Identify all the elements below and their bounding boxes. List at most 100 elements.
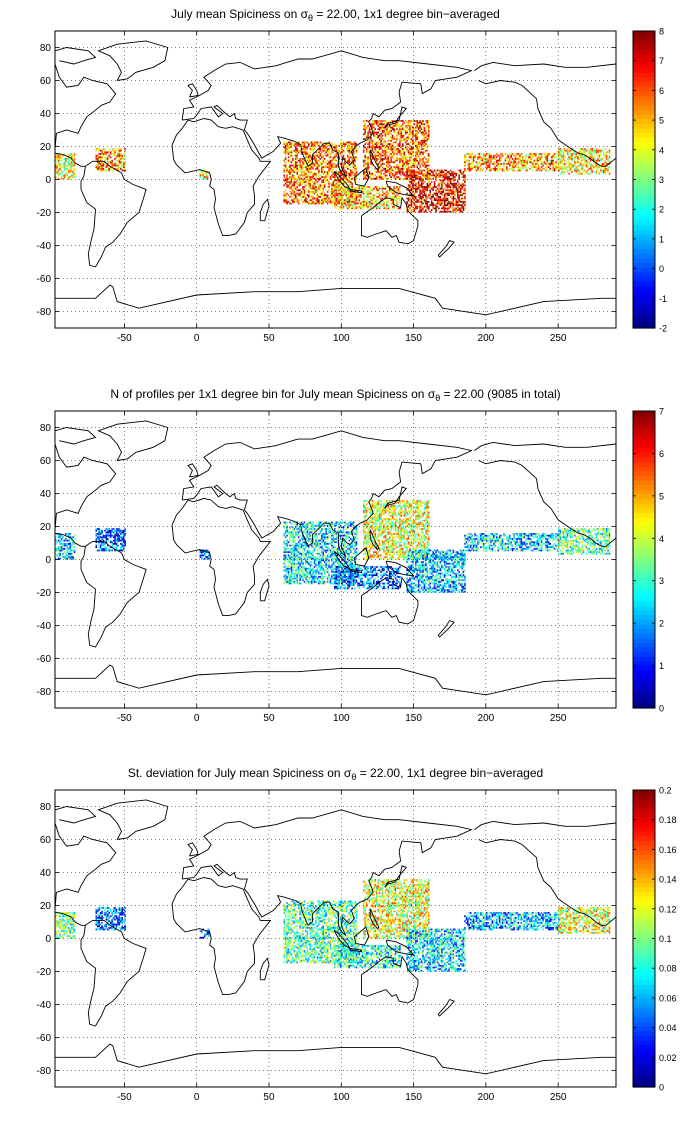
bin-cell xyxy=(418,176,420,178)
bin-cell xyxy=(357,188,359,190)
bin-cell xyxy=(496,161,498,163)
bin-cell xyxy=(367,158,369,160)
bin-cell xyxy=(315,175,317,177)
bin-cell xyxy=(373,188,375,190)
bin-cell xyxy=(331,176,333,178)
bin-cell xyxy=(302,181,304,183)
bin-cell xyxy=(302,180,304,182)
bin-cell xyxy=(489,160,491,162)
bin-cell xyxy=(364,176,366,178)
bin-cell xyxy=(396,199,398,201)
bin-cell xyxy=(434,181,436,183)
bin-cell xyxy=(422,181,424,183)
bin-cell xyxy=(493,161,495,163)
bin-cell xyxy=(302,193,304,195)
bin-cell xyxy=(100,163,102,165)
bin-cell xyxy=(357,198,359,200)
bin-cell xyxy=(395,130,397,132)
bin-cell xyxy=(408,201,410,203)
bin-cell xyxy=(596,171,598,173)
bin-cell xyxy=(399,160,401,162)
bin-cell xyxy=(510,161,512,163)
bin-cell xyxy=(486,153,488,155)
bin-cell xyxy=(593,150,595,152)
bin-cell xyxy=(295,546,297,548)
bin-cell xyxy=(403,155,405,157)
colorbar-step xyxy=(633,170,655,175)
bin-cell xyxy=(367,147,369,149)
bin-cell xyxy=(506,163,508,165)
bin-cell xyxy=(509,158,511,160)
bin-cell xyxy=(453,180,455,182)
bin-cell xyxy=(314,203,316,205)
bin-cell xyxy=(100,168,102,170)
bin-cell xyxy=(578,161,580,163)
colorbar-step xyxy=(633,180,655,185)
bin-cell xyxy=(522,153,524,155)
bin-cell xyxy=(396,186,398,188)
bin-cell xyxy=(343,191,345,193)
bin-cell xyxy=(101,151,103,153)
bin-cell xyxy=(393,188,395,190)
bin-cell xyxy=(456,191,458,193)
bin-cell xyxy=(286,143,288,145)
bin-cell xyxy=(305,198,307,200)
bin-cell xyxy=(422,208,424,210)
bin-cell xyxy=(419,170,421,172)
bin-cell xyxy=(305,181,307,183)
bin-cell xyxy=(351,193,353,195)
bin-cell xyxy=(448,176,450,178)
bin-cell xyxy=(334,156,336,158)
bin-cell xyxy=(450,193,452,195)
bin-cell xyxy=(456,175,458,177)
bin-cell xyxy=(528,156,530,158)
bin-cell xyxy=(453,199,455,201)
bin-cell xyxy=(308,176,310,178)
bin-cell xyxy=(202,175,204,177)
bin-cell xyxy=(111,161,113,163)
bin-cell xyxy=(304,161,306,163)
bin-cell xyxy=(447,188,449,190)
bin-cell xyxy=(286,543,288,545)
bin-cell xyxy=(577,160,579,162)
bin-cell xyxy=(490,158,492,160)
bin-cell xyxy=(382,188,384,190)
bin-cell xyxy=(295,531,297,533)
bin-cell xyxy=(292,522,294,524)
bin-cell xyxy=(301,545,303,547)
bin-cell xyxy=(302,548,304,550)
bin-cell xyxy=(456,199,458,201)
bin-cell xyxy=(307,155,309,157)
bin-cell xyxy=(497,155,499,157)
bin-cell xyxy=(101,170,103,172)
bin-cell xyxy=(386,193,388,195)
bin-cell xyxy=(464,168,466,170)
bin-cell xyxy=(515,158,517,160)
bin-cell xyxy=(578,165,580,167)
bin-cell xyxy=(388,201,390,203)
bin-cell xyxy=(453,189,455,191)
bin-cell xyxy=(580,173,582,175)
bin-cell xyxy=(343,201,345,203)
bin-cell xyxy=(285,170,287,172)
colorbar-step xyxy=(633,291,655,296)
bin-cell xyxy=(453,176,455,178)
bin-cell xyxy=(416,199,418,201)
bin-cell xyxy=(606,163,608,165)
bin-cell xyxy=(427,196,429,198)
colorbar-step xyxy=(633,68,655,73)
bin-cell xyxy=(285,166,287,168)
bin-cell xyxy=(304,199,306,201)
bin-cell xyxy=(294,581,296,583)
bin-cell xyxy=(460,194,462,196)
bin-cell xyxy=(392,193,394,195)
bin-cell xyxy=(327,199,329,201)
bin-cell xyxy=(505,160,507,162)
bin-cell xyxy=(390,166,392,168)
bin-cell xyxy=(299,160,301,162)
bin-cell xyxy=(291,184,293,186)
bin-cell xyxy=(458,201,460,203)
bin-cell xyxy=(101,163,103,165)
bin-cell xyxy=(325,198,327,200)
colorbar-step xyxy=(633,45,655,50)
